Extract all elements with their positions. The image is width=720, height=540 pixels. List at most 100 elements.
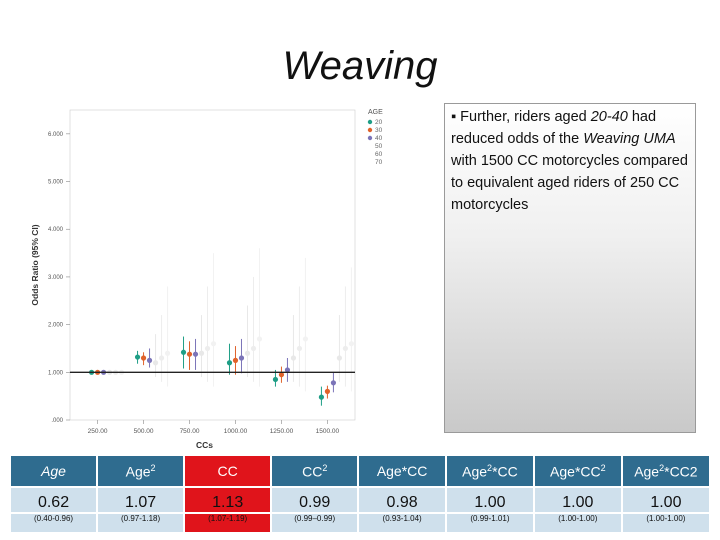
table-value-cell: 0.98: [358, 487, 446, 513]
data-point: [342, 345, 349, 352]
x-tick-label: 250.00: [88, 428, 108, 435]
table-header-cell: Age2*CC2: [621, 455, 710, 487]
data-point: [204, 345, 211, 352]
table-header-cell: CC: [184, 455, 272, 487]
table-ci-cell: (1.00-1.00): [533, 513, 622, 533]
table-value-cell: 1.00: [445, 487, 534, 513]
table-ci-row: (0.40-0.96) (0.97-1.18) (1.07-1.19) (0.99–0…: [10, 513, 710, 533]
data-point: [180, 349, 187, 355]
header-exponent: 2: [150, 462, 156, 473]
y-tick-label: 2.000: [48, 323, 64, 329]
table-header-cell: Age2*CC: [445, 455, 534, 487]
data-point: [232, 357, 239, 363]
note-segment: Weaving UMA: [583, 131, 676, 147]
data-point: [134, 354, 141, 360]
data-point: [152, 360, 159, 366]
bullet-icon: ▪: [451, 109, 457, 125]
table-ci-cell: (0.40-0.96): [10, 513, 98, 533]
data-point: [336, 355, 343, 361]
header-term: Age: [634, 463, 660, 480]
table-value-cell: 1.13: [184, 487, 272, 513]
data-point: [164, 350, 171, 356]
legend-marker: [367, 119, 373, 125]
y-tick-label: .000: [51, 418, 63, 424]
data-point: [158, 355, 165, 361]
data-point: [238, 355, 245, 361]
data-point: [210, 341, 217, 347]
table-ci-cell: (0.97-1.18): [97, 513, 185, 533]
x-tick-label: 1250.00: [270, 428, 294, 435]
header-term-tail: *CC: [492, 463, 518, 480]
legend-label: 70: [375, 159, 383, 166]
legend-marker: [367, 135, 373, 141]
legend-label: 40: [375, 135, 383, 142]
x-tick-label: 1000.00: [224, 428, 248, 435]
note-text: Further, riders aged 20-40 had reduced o…: [451, 109, 688, 213]
table-header-cell: Age: [10, 455, 98, 487]
data-point: [272, 376, 279, 383]
note-segment: Further, riders aged: [456, 109, 591, 125]
data-point: [330, 380, 337, 386]
header-exponent: 2: [322, 462, 328, 473]
header-term: Age*CC: [550, 463, 601, 480]
x-tick-label: 1500.00: [316, 428, 340, 435]
header-term-tail: *CC2: [664, 463, 698, 480]
data-point: [290, 355, 297, 361]
data-point: [244, 350, 251, 356]
legend-marker: [368, 152, 372, 156]
data-point: [226, 360, 233, 366]
data-point: [324, 388, 331, 394]
legend-title: AGE: [368, 109, 383, 116]
data-point: [302, 336, 309, 342]
table-value-cell: 1.07: [97, 487, 185, 513]
data-point: [192, 351, 199, 357]
table-header-cell: Age*CC2: [533, 455, 622, 487]
note-segment: 20-40: [590, 109, 628, 125]
table-value-cell: 0.62: [10, 487, 98, 513]
plot-area: [69, 109, 356, 421]
data-point: [348, 341, 355, 347]
data-point: [250, 345, 257, 352]
table-value-cell: 1.00: [621, 487, 710, 513]
data-point: [198, 350, 205, 356]
table-header-cell: CC2: [271, 455, 359, 487]
y-axis-label: Odds Ratio (95% CI): [30, 224, 40, 305]
table-value-cell: 1.00: [533, 487, 622, 513]
table-value-cell: 0.99: [271, 487, 359, 513]
table-ci-cell: (0.99-1.01): [445, 513, 534, 533]
table-header-cell: Age2: [97, 455, 185, 487]
data-point: [284, 367, 291, 373]
y-tick-label: 4.000: [48, 227, 64, 233]
table-value-row: 0.62 1.07 1.13 0.99 0.98 1.00 1.00 1.00: [10, 487, 710, 513]
header-exponent: 2: [659, 462, 665, 473]
note-segment: had reduced odds of the: [451, 109, 657, 147]
header-term: Age: [41, 463, 66, 479]
data-point: [278, 372, 285, 378]
table-ci-cell: (1.00-1.00): [621, 513, 710, 533]
coefficient-table: Age Age2 CC CC2 Age*CC Age2*CC Age*CC2 Age2*CC2…: [10, 455, 710, 533]
note-box: ▪ Further, riders aged 20-40 had reduced…: [444, 103, 696, 433]
data-point: [140, 355, 147, 361]
header-term: Age*CC: [376, 463, 428, 479]
header-exponent: 2: [600, 462, 606, 473]
table-header-cell: Age*CC: [358, 455, 446, 487]
table-ci-cell: (1.07-1.19): [184, 513, 272, 533]
legend-marker: [367, 127, 373, 133]
y-tick-label: 1.000: [48, 370, 64, 376]
data-point: [318, 394, 325, 400]
header-term: CC: [302, 463, 323, 480]
data-point: [146, 357, 153, 363]
header-exponent: 2: [487, 462, 493, 473]
note-segment: with 1500 CC motorcycles compared to equ…: [451, 153, 688, 213]
legend-label: 50: [375, 143, 383, 150]
data-point: [296, 345, 303, 352]
legend-label: 30: [375, 127, 383, 134]
table-header-row: Age Age2 CC CC2 Age*CC Age2*CC Age*CC2 Age2*CC2: [10, 455, 710, 487]
table-ci-cell: (0.93-1.04): [358, 513, 446, 533]
legend-label: 60: [375, 151, 383, 158]
legend-marker: [368, 144, 372, 148]
data-point: [186, 351, 193, 357]
header-term: Age: [125, 463, 151, 480]
y-tick-label: 3.000: [48, 275, 64, 281]
slide-title: Weaving: [282, 44, 438, 88]
